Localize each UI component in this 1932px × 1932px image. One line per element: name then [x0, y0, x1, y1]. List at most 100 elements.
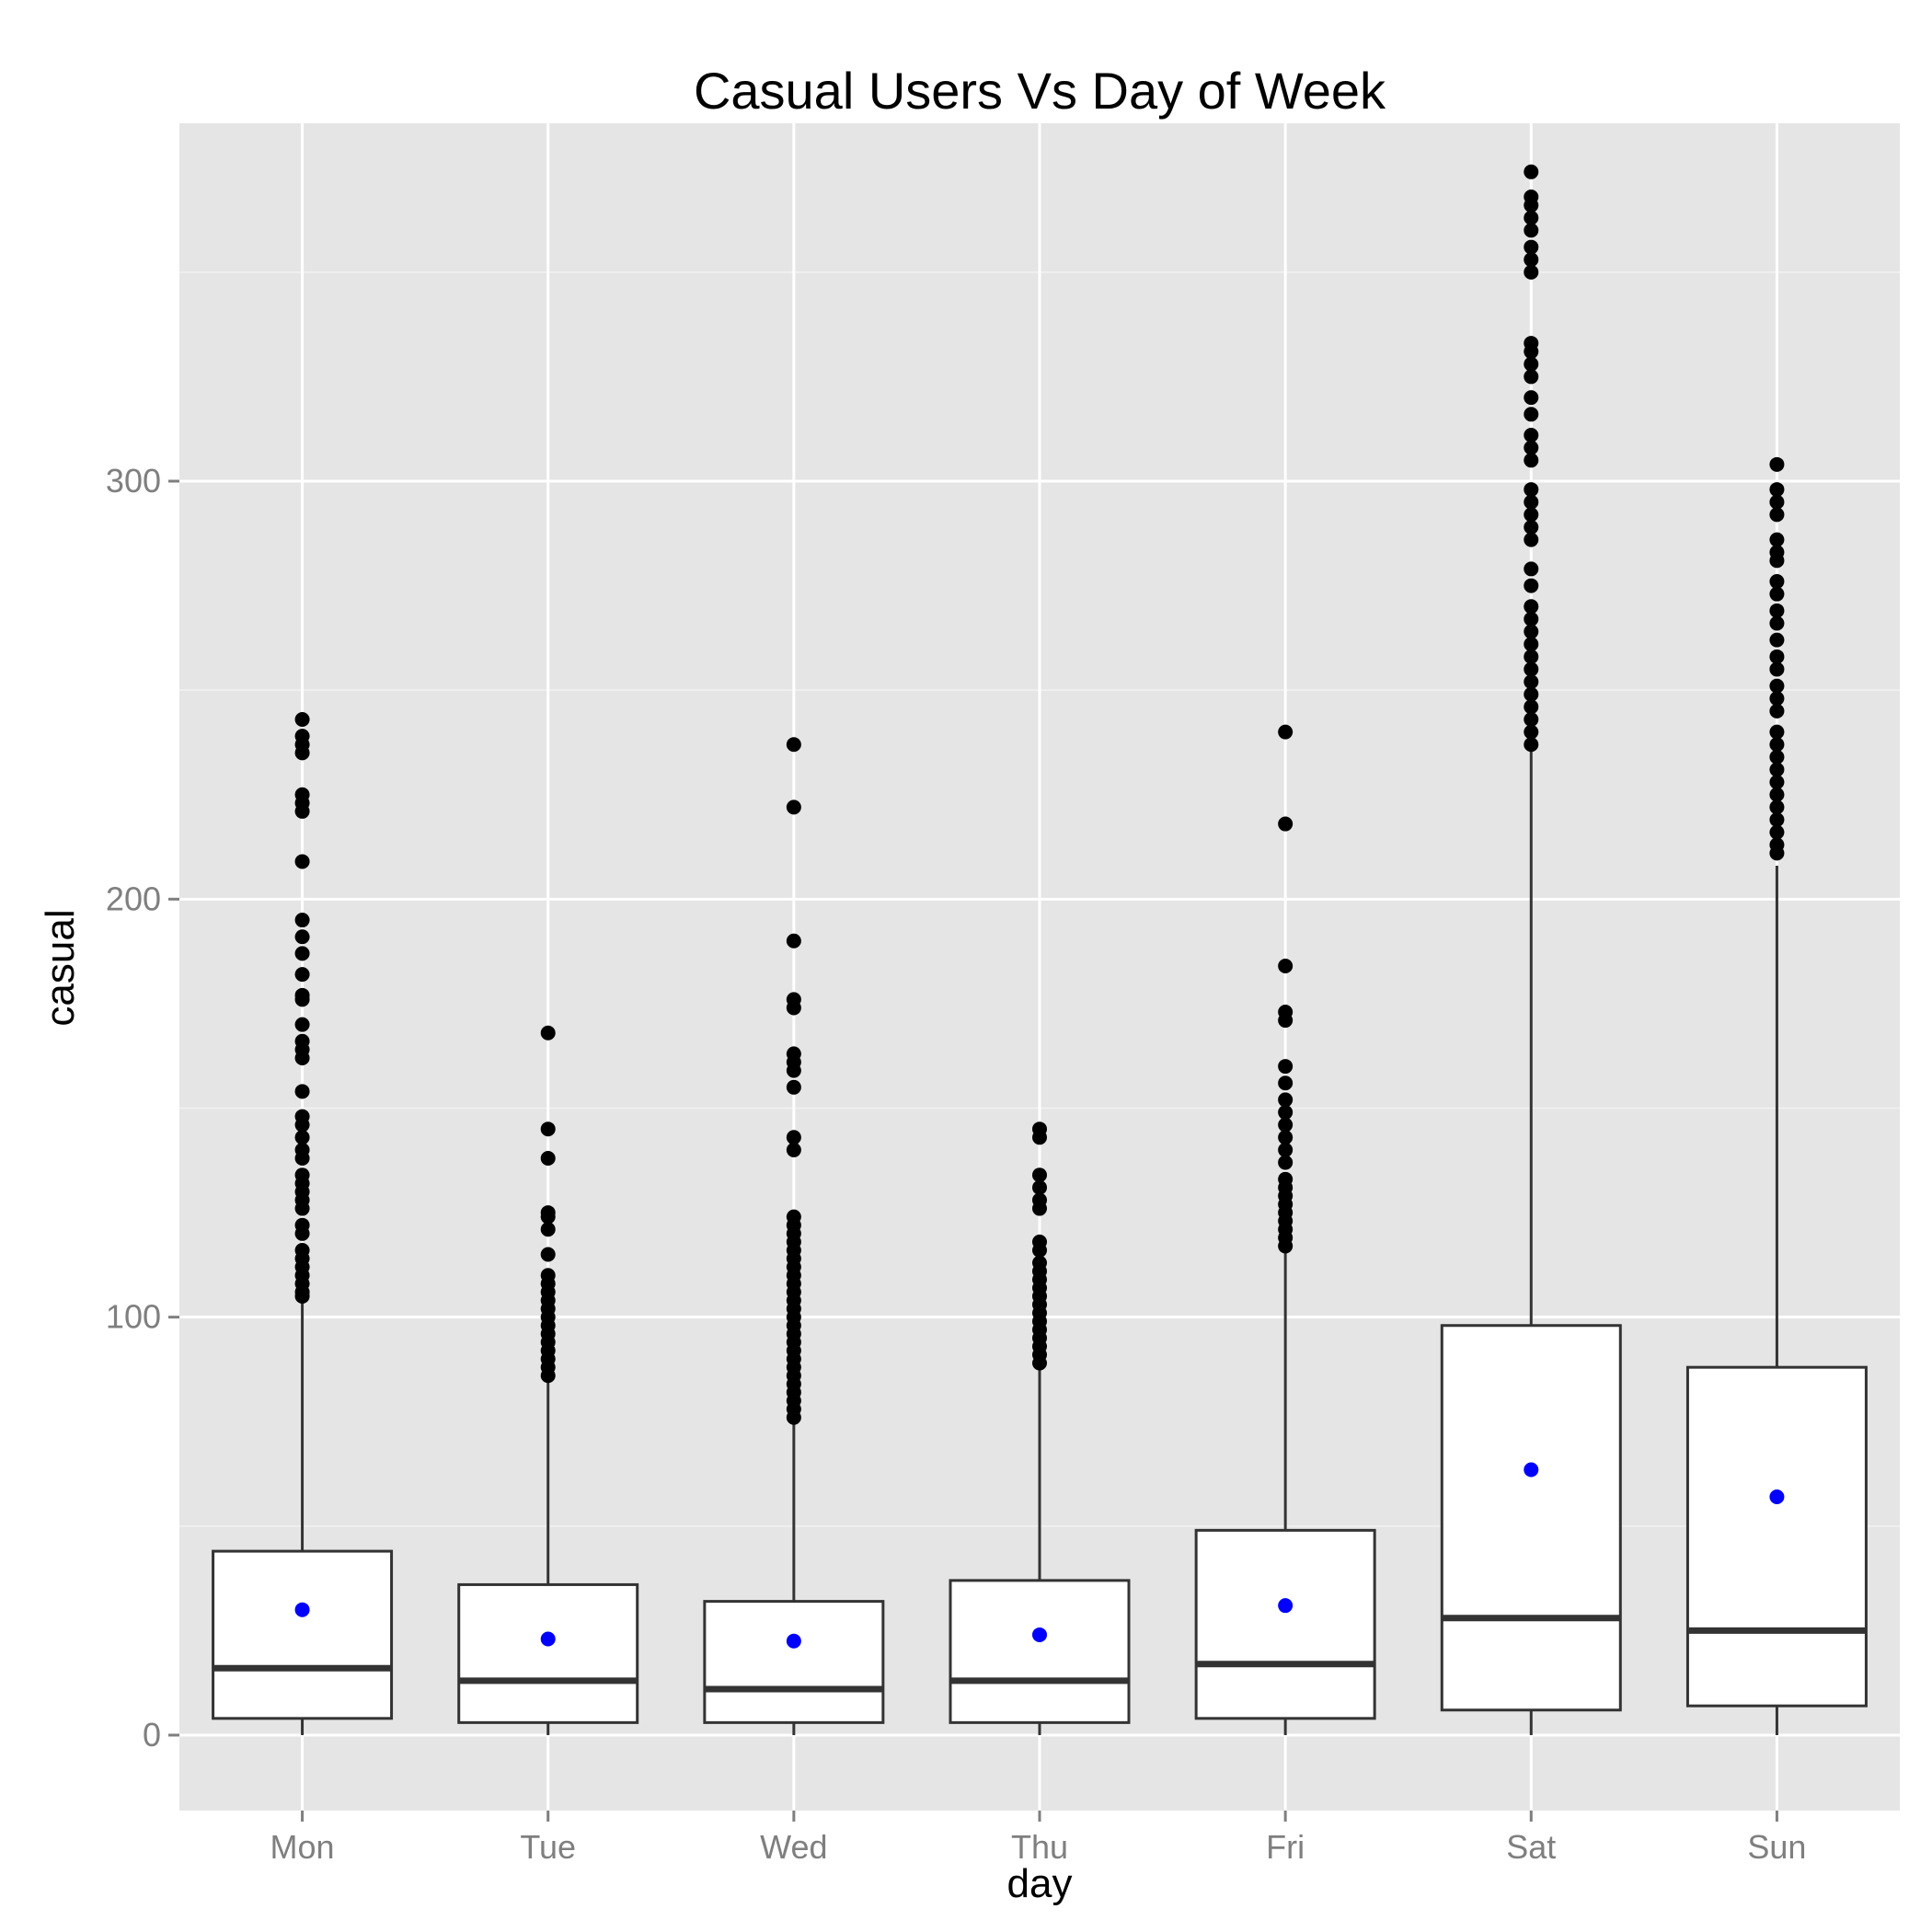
outlier-point [786, 1209, 801, 1225]
outlier-point [540, 1222, 556, 1237]
x-axis-title: day [1007, 1861, 1073, 1906]
outlier-point [1524, 239, 1539, 255]
mean-point [294, 1602, 310, 1617]
outlier-point [1524, 164, 1539, 179]
outlier-point [294, 1242, 310, 1258]
outlier-point [1524, 711, 1539, 727]
outlier-point [1769, 824, 1785, 840]
mean-point [1032, 1627, 1047, 1642]
outlier-point [1769, 632, 1785, 648]
x-axis: Mon Tue Wed Thu Fri Sat Sun [270, 1811, 1806, 1866]
outlier-point [786, 992, 801, 1007]
outlier-point [1278, 1142, 1294, 1157]
outlier-point [1769, 799, 1785, 815]
outlier-point [294, 729, 310, 744]
outlier-point [1524, 578, 1539, 593]
grid-lines [179, 123, 1900, 1811]
outlier-point [1524, 661, 1539, 677]
outlier-point [294, 787, 310, 802]
outlier-point [1769, 775, 1785, 790]
outlier-point [1769, 586, 1785, 602]
outlier-point [1769, 837, 1785, 853]
outlier-point [1769, 762, 1785, 777]
outlier-point [1524, 223, 1539, 238]
outlier-point [1524, 407, 1539, 422]
outlier-point [1524, 390, 1539, 406]
box-sat [1440, 164, 1622, 1735]
outlier-point [294, 1130, 310, 1145]
mean-point [1278, 1598, 1294, 1614]
outlier-point [1524, 637, 1539, 652]
outlier-point [1524, 674, 1539, 690]
outlier-point [1524, 264, 1539, 280]
y-tick-label: 200 [106, 880, 161, 917]
outlier-point [1524, 369, 1539, 385]
outlier-point [1278, 1130, 1294, 1145]
outlier-point [1032, 1167, 1047, 1183]
outlier-point [540, 1268, 556, 1283]
outlier-point [540, 1205, 556, 1221]
outlier-point [540, 1121, 556, 1137]
outlier-point [1524, 624, 1539, 639]
outlier-point [1769, 691, 1785, 707]
outlier-point [1278, 724, 1294, 740]
outlier-point [1278, 1075, 1294, 1091]
box-iqr [703, 1600, 885, 1724]
outlier-point [540, 1025, 556, 1041]
outlier-point [1032, 1255, 1047, 1271]
outlier-point [1278, 816, 1294, 832]
outlier-point [540, 1151, 556, 1167]
outlier-point [540, 1247, 556, 1262]
outlier-point [294, 1033, 310, 1049]
outlier-point [1524, 428, 1539, 443]
outlier-point [294, 929, 310, 945]
outlier-point [1769, 749, 1785, 765]
outlier-point [1032, 1179, 1047, 1195]
outlier-point [786, 1046, 801, 1062]
outlier-point [786, 799, 801, 815]
box-wed [703, 737, 885, 1735]
outlier-point [294, 1017, 310, 1032]
y-axis: 0 100 200 300 [106, 462, 179, 1754]
outlier-point [1524, 649, 1539, 664]
x-tick-label: Thu [1011, 1828, 1068, 1866]
outlier-point [1524, 507, 1539, 523]
outlier-point [1769, 494, 1785, 510]
y-tick-label: 100 [106, 1298, 161, 1336]
outlier-point [1769, 482, 1785, 498]
outlier-point [1278, 1005, 1294, 1020]
outlier-point [1769, 812, 1785, 828]
x-tick-label: Sun [1747, 1828, 1806, 1866]
outlier-point [1769, 703, 1785, 719]
outlier-point [1769, 507, 1785, 523]
outlier-point [294, 711, 310, 727]
mean-point [1524, 1462, 1539, 1478]
outlier-point [294, 1084, 310, 1099]
outlier-point [1524, 494, 1539, 510]
box-iqr [1440, 1324, 1622, 1712]
x-tick-label: Wed [760, 1828, 827, 1866]
outlier-point [1278, 1171, 1294, 1187]
outlier-point [1769, 724, 1785, 740]
x-tick-label: Fri [1266, 1828, 1305, 1866]
box-iqr [1194, 1528, 1376, 1720]
outlier-point [1524, 611, 1539, 627]
outlier-point [1769, 456, 1785, 472]
outlier-point [1524, 453, 1539, 468]
outlier-point [1769, 603, 1785, 618]
outlier-point [1769, 661, 1785, 677]
y-axis-title: casual [38, 909, 83, 1026]
outlier-point [1524, 686, 1539, 702]
box-iqr [1685, 1365, 1868, 1708]
outlier-point [1769, 787, 1785, 802]
mean-point [1769, 1489, 1785, 1505]
outlier-point [1278, 959, 1294, 974]
outlier-point [1524, 599, 1539, 615]
outlier-point [1524, 252, 1539, 268]
outlier-point [1032, 1121, 1047, 1137]
outlier-point [1524, 210, 1539, 225]
outlier-point [1524, 519, 1539, 535]
outlier-point [1278, 1059, 1294, 1075]
box-iqr [212, 1549, 394, 1720]
outlier-point [1524, 482, 1539, 498]
